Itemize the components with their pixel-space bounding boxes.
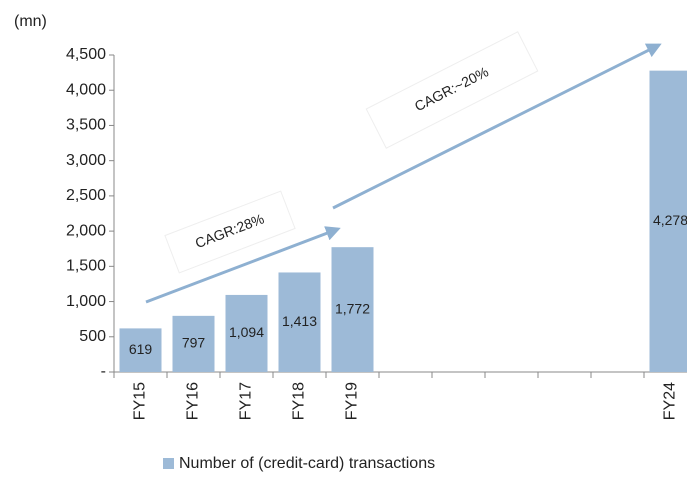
annotation: CAGR:~20%	[365, 31, 539, 149]
bar	[119, 328, 162, 372]
y-tick-label: 2,500	[66, 187, 106, 204]
legend-swatch	[163, 458, 174, 469]
x-tick-label: FY18	[291, 382, 308, 420]
annotation-box	[365, 31, 539, 149]
value-label: 1,772	[335, 300, 370, 316]
x-tick-label: FY17	[238, 382, 255, 420]
annotation-text: CAGR:~20%	[412, 63, 491, 114]
cagr-arrow	[332, 43, 662, 210]
bar	[225, 294, 268, 372]
bar	[278, 272, 321, 372]
value-label: 1,413	[282, 313, 317, 329]
value-label: 4,278	[653, 212, 687, 228]
cagr-arrow	[145, 226, 341, 304]
x-tick-label: FY24	[662, 382, 679, 420]
annotation-box	[164, 190, 296, 274]
y-tick-label: 500	[79, 328, 106, 345]
x-tick-label: FY15	[132, 382, 149, 420]
x-tick-label: FY16	[185, 382, 202, 420]
y-tick-label: 4,000	[66, 81, 106, 98]
x-tick-label: FY19	[344, 382, 361, 420]
y-tick-label: 3,000	[66, 152, 106, 169]
legend-label: Number of (credit-card) transactions	[179, 455, 435, 472]
y-tick-label: -	[101, 363, 106, 380]
y-tick-label: 3,500	[66, 117, 106, 134]
bar	[172, 315, 215, 372]
y-axis-label: (mn)	[14, 13, 47, 30]
bar	[331, 247, 374, 372]
y-tick-label: 2,000	[66, 222, 106, 239]
annotation: CAGR:28%	[164, 190, 296, 274]
value-label: 619	[129, 341, 153, 357]
annotation-text: CAGR:28%	[193, 210, 266, 251]
y-tick-label: 1,000	[66, 293, 106, 310]
value-label: 1,094	[229, 324, 264, 340]
y-tick-label: 4,500	[66, 46, 106, 63]
value-label: 797	[182, 335, 206, 351]
bar	[649, 70, 687, 372]
y-tick-label: 1,500	[66, 258, 106, 275]
